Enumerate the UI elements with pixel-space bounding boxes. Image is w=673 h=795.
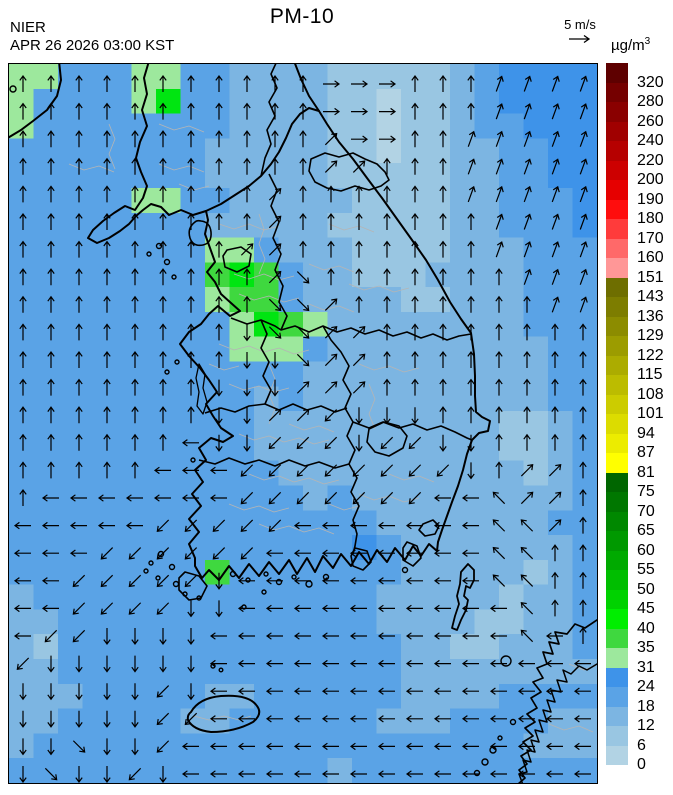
colorbar-tick-label: 200 (637, 171, 664, 188)
small-islands (9, 85, 517, 777)
colorbar-cell (606, 375, 628, 395)
colorbar-cell (606, 414, 628, 434)
colorbar-cell (606, 336, 628, 356)
colorbar-cell (606, 277, 628, 297)
japan-kyushu-inner-coast (518, 663, 597, 783)
colorbar-cell (606, 745, 628, 765)
colorbar-cell (606, 531, 628, 551)
colorbar-cell (606, 589, 628, 609)
anmyeon-island (195, 363, 208, 415)
jeju-island (186, 694, 261, 733)
wind-reference-arrow-icon (569, 34, 591, 44)
tsushima-island (451, 563, 475, 631)
ganghwa-island (188, 219, 212, 247)
colorbar-tick-label: 320 (637, 73, 664, 91)
colorbar-tick-label: 151 (637, 268, 664, 286)
colorbar-tick-label: 122 (637, 346, 664, 364)
colorbar-tick-label: 94 (637, 424, 655, 442)
wind-vector-arrows (13, 74, 591, 783)
colorbar-tick-label: 35 (637, 639, 655, 656)
colorbar-tick-label: 6 (637, 736, 646, 754)
korea-pm10-concentration-map (8, 63, 598, 784)
colorbar-unit: µg/m3 (611, 36, 651, 54)
colorbar-tick-label: 180 (637, 210, 664, 227)
colorbar-tick-label: 143 (637, 288, 664, 305)
colorbar (606, 63, 628, 765)
colorbar-tick-label: 160 (637, 249, 664, 266)
colorbar-cell (606, 453, 628, 473)
colorbar-cell (606, 82, 628, 102)
colorbar-cell (606, 648, 628, 668)
colorbar-tick-label: 45 (637, 600, 655, 617)
colorbar-cell (606, 355, 628, 375)
colorbar-tick-label: 220 (637, 151, 664, 169)
colorbar-cell (606, 609, 628, 629)
colorbar-cell (606, 726, 628, 746)
colorbar-tick-label: 24 (637, 678, 655, 695)
colorbar-tick-label: 18 (637, 697, 655, 715)
colorbar-tick-label: 0 (637, 756, 646, 773)
colorbar-tick-label: 108 (637, 385, 664, 403)
geoje-island (402, 541, 422, 567)
page-title: PM-10 (269, 5, 335, 28)
colorbar-cell (606, 141, 628, 161)
colorbar-cell (606, 687, 628, 707)
colorbar-tick-label: 12 (637, 717, 655, 734)
colorbar-cell (606, 550, 628, 570)
province-boundaries (198, 64, 473, 555)
colorbar-tick-label: 115 (637, 366, 663, 383)
colorbar-tick-label: 87 (637, 444, 655, 461)
colorbar-tick-label: 40 (637, 619, 655, 637)
jindo-island (178, 571, 208, 601)
colorbar-tick-label: 136 (637, 307, 664, 325)
coastline-nk-west (87, 64, 207, 244)
colorbar-cell (606, 316, 628, 336)
colorbar-tick-label: 101 (637, 405, 664, 422)
colorbar-cell (606, 180, 628, 200)
colorbar-cell (606, 258, 628, 278)
colorbar-tick-label: 75 (637, 483, 655, 500)
colorbar-tick-label: 55 (637, 561, 655, 578)
colorbar-cell (606, 628, 628, 648)
wind-speed-legend: 5 m/s (548, 17, 612, 45)
colorbar-cell (606, 570, 628, 590)
namhae-island (350, 547, 372, 571)
colorbar-cell (606, 63, 628, 83)
timestamp: APR 26 2026 03:00 KST (10, 37, 175, 54)
colorbar-cell (606, 492, 628, 512)
colorbar-tick-label: 70 (637, 502, 655, 520)
colorbar-tick-label: 31 (637, 658, 655, 676)
colorbar-cell (606, 433, 628, 453)
colorbar-tick-label: 190 (637, 190, 664, 208)
source-label: NIER (10, 19, 46, 36)
colorbar-cell (606, 667, 628, 687)
colorbar-tick-label: 65 (637, 522, 655, 539)
colorbar-cell (606, 472, 628, 492)
colorbar-cell (606, 706, 628, 726)
colorbar-cell (606, 121, 628, 141)
wind-speed-label: 5 m/s (564, 17, 596, 32)
colorbar-cell (606, 102, 628, 122)
colorbar-cell (606, 160, 628, 180)
colorbar-tick-label: 50 (637, 580, 655, 598)
colorbar-cell (606, 394, 628, 414)
colorbar-tick-label: 129 (637, 327, 664, 344)
colorbar-tick-label: 81 (637, 463, 655, 481)
colorbar-cell (606, 238, 628, 258)
colorbar-cell (606, 511, 628, 531)
colorbar-tick-label: 170 (637, 229, 664, 247)
coastline-main-peninsula (179, 64, 491, 581)
colorbar-tick-label: 240 (637, 132, 664, 149)
colorbar-tick-label: 280 (637, 93, 664, 110)
colorbar-cell (606, 199, 628, 219)
county-boundaries (68, 123, 596, 733)
colorbar-cell (606, 219, 628, 239)
colorbar-cell (606, 297, 628, 317)
coastline-nk-corner (9, 64, 62, 139)
colorbar-tick-label: 260 (637, 112, 664, 130)
colorbar-tick-label: 60 (637, 541, 655, 559)
